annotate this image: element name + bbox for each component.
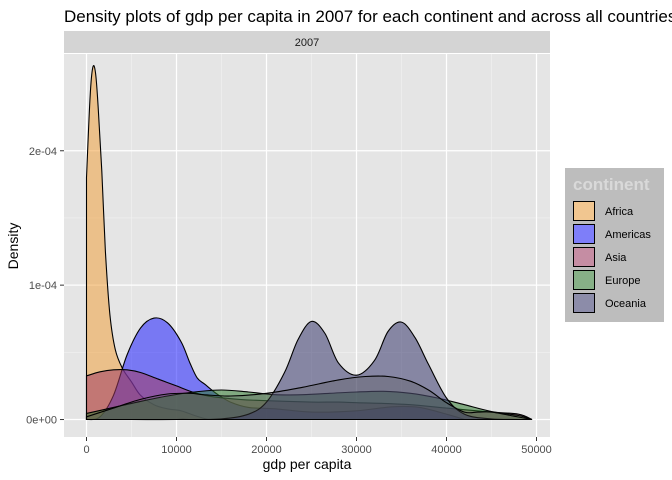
y-tick-label: 1e-04	[29, 280, 57, 292]
x-tick-label: 20000	[251, 444, 282, 456]
chart-title: Density plots of gdp per capita in 2007 …	[64, 7, 672, 26]
x-axis: 0 10000 20000 30000 40000 50000	[83, 437, 552, 456]
legend-label: Asia	[605, 252, 627, 264]
legend: continent Africa Americas Asia Europe Oceani…	[565, 168, 664, 322]
legend-swatch	[573, 270, 595, 290]
legend-swatch	[573, 293, 595, 313]
legend-label: Africa	[605, 206, 634, 218]
y-axis: 0e+00 1e-04 2e-04	[26, 146, 64, 427]
facet-strip	[64, 31, 550, 53]
legend-swatch	[573, 201, 595, 221]
legend-item-americas: Americas	[573, 224, 651, 244]
legend-label: Americas	[605, 229, 651, 241]
x-tick-label: 10000	[161, 444, 192, 456]
legend-swatch	[573, 247, 595, 267]
x-tick-label: 40000	[431, 444, 462, 456]
x-tick-label: 30000	[341, 444, 372, 456]
x-tick-label: 50000	[521, 444, 552, 456]
legend-item-africa: Africa	[573, 201, 634, 221]
y-tick-label: 2e-04	[29, 146, 57, 158]
legend-title: continent	[573, 175, 650, 194]
density-area-oceania	[86, 320, 533, 421]
legend-items: Africa Americas Asia Europe Oceania	[573, 201, 651, 313]
legend-label: Oceania	[605, 298, 647, 310]
x-tick-label: 0	[83, 444, 89, 456]
legend-label: Europe	[605, 275, 640, 287]
y-tick-label: 0e+00	[26, 415, 57, 427]
y-axis-title: Density	[5, 223, 21, 270]
density-area-all-countries	[85, 375, 533, 421]
legend-item-oceania: Oceania	[573, 293, 647, 313]
legend-item-europe: Europe	[573, 270, 640, 290]
density-areas	[85, 65, 533, 421]
x-axis-title: gdp per capita	[263, 456, 352, 472]
facet-strip-label: 2007	[295, 37, 319, 49]
legend-item-asia: Asia	[573, 247, 627, 267]
legend-swatch	[573, 224, 595, 244]
